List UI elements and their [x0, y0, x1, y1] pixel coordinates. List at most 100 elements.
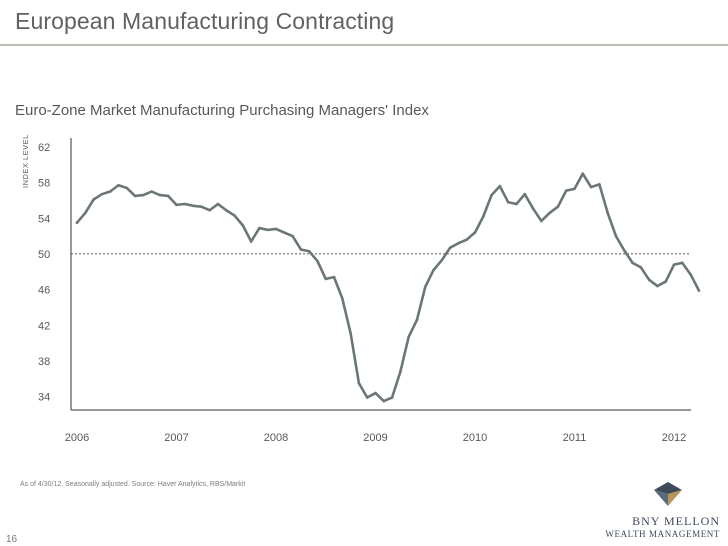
data-point [349, 332, 352, 335]
y-tick-label: 42 [38, 320, 50, 332]
data-point [573, 187, 576, 191]
data-point [548, 211, 551, 215]
data-point [299, 248, 303, 251]
y-tick-label: 34 [38, 392, 50, 404]
data-point [266, 228, 270, 232]
data-point [614, 234, 618, 238]
data-point [465, 238, 469, 241]
data-point [589, 185, 593, 189]
data-point [175, 203, 178, 207]
data-point [100, 192, 104, 196]
data-point [92, 198, 95, 201]
page-title: European Manufacturing Contracting [15, 8, 395, 34]
data-point [622, 249, 626, 252]
logo-mark-icon [654, 482, 682, 506]
data-point [656, 284, 659, 288]
data-point [423, 285, 427, 289]
data-point [515, 202, 518, 206]
data-point [332, 275, 336, 279]
data-point [274, 227, 278, 231]
data-point [357, 381, 361, 385]
y-tick-labels: 62 58 54 50 46 42 38 34 [38, 142, 50, 404]
data-point [689, 273, 692, 276]
x-tick-label: 2006 [65, 432, 89, 444]
x-tick-label: 2012 [662, 432, 686, 444]
y-tick-label: 58 [38, 178, 50, 190]
data-point [540, 219, 543, 223]
data-point [83, 211, 87, 215]
data-point [241, 224, 245, 227]
y-tick-label: 38 [38, 356, 50, 368]
data-point [473, 231, 477, 234]
data-point [133, 194, 137, 198]
page-number: 16 [6, 534, 18, 545]
data-point [672, 263, 676, 266]
data-point [407, 335, 410, 339]
x-tick-label: 2009 [363, 432, 387, 444]
data-point [125, 186, 129, 190]
data-point [208, 208, 211, 212]
data-point [316, 259, 319, 263]
data-point [382, 399, 386, 403]
y-tick-label: 46 [38, 285, 50, 297]
data-point [142, 193, 145, 197]
logo-subtitle: WEALTH MANAGEMENT [605, 529, 720, 539]
source-footnote: As of 4/30/12. Seasonally adjusted. Sour… [20, 481, 246, 488]
data-point [365, 396, 369, 399]
data-point [631, 261, 634, 265]
data-point [664, 280, 668, 283]
data-point [200, 205, 203, 208]
data-point [258, 226, 261, 230]
data-point [457, 241, 460, 245]
pmi-data-points [75, 172, 701, 403]
data-point [166, 194, 170, 198]
data-point [249, 240, 253, 243]
data-point [183, 202, 187, 206]
data-point [481, 215, 485, 218]
data-point [150, 190, 153, 193]
data-point [531, 207, 535, 210]
data-point [307, 249, 311, 253]
x-tick-label: 2008 [264, 432, 288, 444]
title-divider [0, 44, 728, 46]
data-point [680, 261, 684, 265]
data-point [75, 221, 79, 225]
y-tick-label: 54 [38, 213, 50, 225]
data-point [647, 278, 651, 282]
data-point [291, 234, 294, 238]
data-point [581, 172, 585, 175]
data-point [498, 184, 502, 188]
data-point [191, 204, 195, 208]
data-point [697, 289, 701, 292]
x-tick-label: 2010 [463, 432, 487, 444]
data-point [390, 396, 394, 399]
data-point [564, 189, 568, 192]
data-point [374, 391, 377, 395]
data-point [606, 211, 609, 215]
y-tick-label: 62 [38, 142, 50, 154]
y-tick-label: 50 [38, 249, 50, 261]
data-point [158, 193, 162, 197]
data-point [490, 193, 493, 197]
logo-name: BNY MELLON [632, 514, 720, 528]
data-point [399, 370, 402, 373]
x-tick-label: 2007 [164, 432, 188, 444]
data-point [117, 183, 120, 187]
data-point [324, 277, 328, 281]
data-point [556, 205, 560, 208]
data-point [432, 268, 435, 272]
x-tick-labels: 2006 2007 2008 2009 2010 2011 2012 [65, 432, 686, 444]
chart-title: Euro-Zone Market Manufacturing Purchasin… [15, 102, 429, 119]
data-point [506, 200, 510, 204]
data-point [233, 214, 236, 217]
data-point [216, 202, 220, 206]
data-point [639, 266, 643, 269]
data-point [224, 208, 228, 212]
data-point [282, 231, 286, 234]
data-point [341, 297, 344, 300]
data-point [415, 318, 419, 322]
pmi-series-line [75, 172, 701, 403]
data-point [108, 190, 112, 193]
data-point [448, 246, 452, 249]
